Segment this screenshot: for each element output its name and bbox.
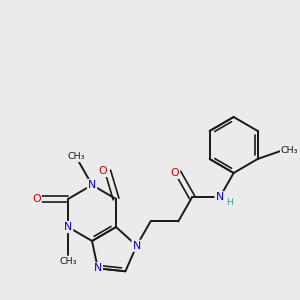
Text: CH₃: CH₃ bbox=[59, 257, 77, 266]
Text: N: N bbox=[94, 263, 102, 273]
Text: CH₃: CH₃ bbox=[281, 146, 298, 155]
Text: N: N bbox=[88, 180, 96, 190]
Text: N: N bbox=[64, 222, 72, 232]
Text: O: O bbox=[98, 166, 107, 176]
Text: N: N bbox=[133, 241, 141, 251]
Text: H: H bbox=[226, 198, 233, 207]
Text: CH₃: CH₃ bbox=[68, 152, 85, 161]
Text: O: O bbox=[32, 194, 41, 204]
Text: N: N bbox=[216, 192, 224, 202]
Text: O: O bbox=[170, 168, 178, 178]
